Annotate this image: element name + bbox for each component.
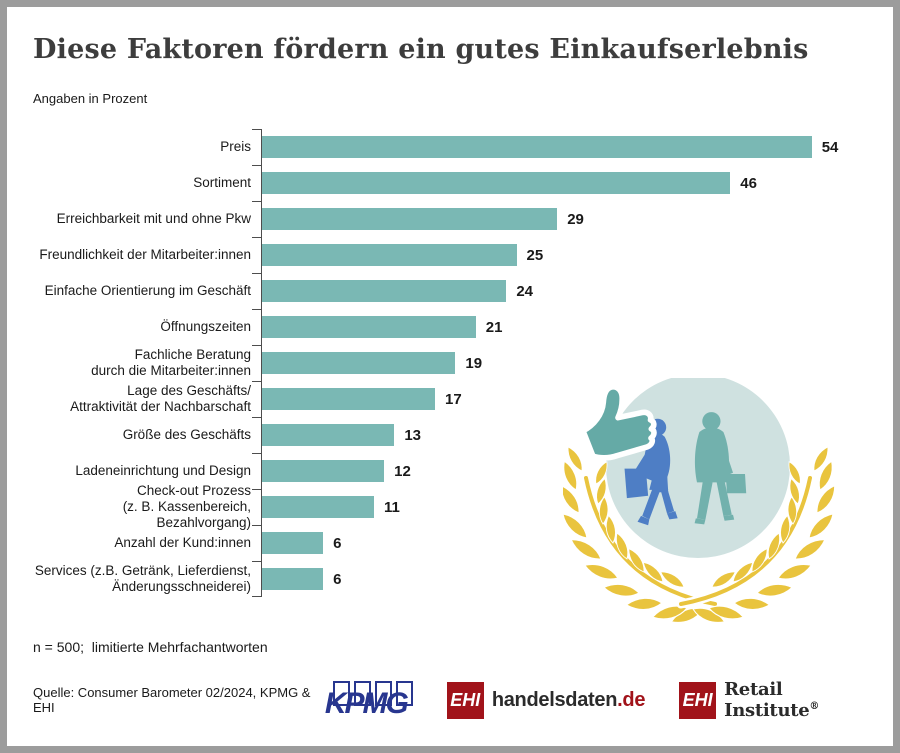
category-label: Freundlichkeit der Mitarbeiter:innen [39,247,251,262]
logos: KPMG EHI handelsdaten.de EHI Retail Inst… [325,679,867,721]
chart-row: Check-out Prozess (z. B. Kassenbereich, … [33,483,878,530]
bar-track: 46 [261,165,878,201]
ehi-retail-name: Retail Institute [724,679,810,721]
bar-track: 6 [261,525,878,561]
source-note: Quelle: Consumer Barometer 02/2024, KPMG… [33,685,311,715]
chart-row: Sortiment 46 [33,164,878,201]
chart-row: Freundlichkeit der Mitarbeiter:innen 25 [33,236,878,273]
bar-track: 25 [261,237,878,273]
chart-row: Ladeneinrichtung und Design 12 [33,452,878,489]
chart-row: Einfache Orientierung im Geschäft 24 [33,272,878,309]
bar [262,352,456,374]
value-label: 17 [445,390,462,408]
chart-row: Anzahl der Kund:innen 6 [33,524,878,561]
ehi-box-icon: EHI [446,681,484,719]
category-label: Lage des Geschäfts/ Attraktivität der Na… [70,383,251,414]
bar-track: 13 [261,417,878,453]
bar-track: 17 [261,381,878,417]
category-label: Check-out Prozess (z. B. Kassenbereich, … [122,483,251,530]
value-label: 6 [333,534,342,552]
ehi-handelsdaten-name: handelsdaten [491,688,618,711]
registered-mark: ® [809,701,820,712]
chart-row: Erreichbarkeit mit und ohne Pkw 29 [33,200,878,237]
chart-row: Größe des Geschäfts 13 [33,416,878,453]
bar-track: 21 [261,309,878,345]
bar [262,280,507,302]
chart-row: Services (z.B. Getränk, Lieferdienst, Än… [33,560,878,597]
chart-rows: Preis 54 Sortiment 46 Erreichbarkeit mit und… [33,128,878,597]
category-label: Sortiment [193,175,251,190]
value-label: 29 [567,210,584,228]
bar-track: 29 [261,201,878,237]
bar [262,460,385,482]
chart-row: Öffnungszeiten 21 [33,308,878,345]
bar [262,244,517,266]
category-label: Erreichbarkeit mit und ohne Pkw [56,211,251,226]
category-label: Anzahl der Kund:innen [114,535,251,550]
category-label: Preis [220,139,251,154]
value-label: 21 [485,318,503,336]
kpmg-logo: KPMG [325,681,413,719]
value-label: 11 [383,498,400,516]
category-label: Services (z.B. Getränk, Lieferdienst, Än… [34,563,251,594]
kpmg-wordmark: KPMG [324,687,409,720]
value-label: 6 [333,570,342,588]
bar [262,172,731,194]
chart-subtitle: Angaben in Prozent [33,91,148,106]
value-label: 24 [516,282,533,300]
ehi-handelsdaten-logo: EHI handelsdaten.de [446,681,646,719]
bar-chart: Preis 54 Sortiment 46 Erreichbarkeit mit und… [33,128,878,597]
page-title: Diese Faktoren fördern ein gutes Einkauf… [33,34,809,65]
bar-track: 54 [261,129,878,165]
footer: Quelle: Consumer Barometer 02/2024, KPMG… [33,679,867,721]
chart-row: Preis 54 [33,128,878,165]
value-label: 46 [740,174,757,192]
bar [262,208,558,230]
bar-track: 24 [261,273,878,309]
bar [262,532,324,554]
chart-row: Fachliche Beratung durch die Mitarbeiter… [33,344,878,381]
bar-track: 12 [261,453,878,489]
category-label: Größe des Geschäfts [122,427,251,442]
ehi-handelsdaten-tld: .de [617,688,646,711]
value-label: 19 [465,354,483,372]
ehi-retail-institute-logo: EHI Retail Institute® [679,679,867,721]
value-label: 12 [394,462,411,480]
ehi-box-icon: EHI [679,681,717,719]
bar [262,424,395,446]
category-label: Öffnungszeiten [160,319,251,334]
category-label: Ladeneinrichtung und Design [75,463,251,478]
bar-track: 19 [261,345,878,381]
category-label: Fachliche Beratung durch die Mitarbeiter… [91,347,251,378]
bar [262,136,812,158]
value-label: 54 [821,138,839,156]
value-label: 25 [526,246,544,264]
sample-note: n = 500; limitierte Mehrfachantworten [33,639,268,655]
ehi-retail-wordmark: Retail Institute® [724,679,867,721]
ehi-handelsdaten-wordmark: handelsdaten.de [491,688,646,712]
chart-row: Lage des Geschäfts/ Attraktivität der Na… [33,380,878,417]
bar [262,388,436,410]
bar [262,316,476,338]
bar [262,496,374,518]
bar [262,568,324,590]
bar-track: 6 [261,561,878,597]
category-label: Einfache Orientierung im Geschäft [44,283,251,298]
value-label: 13 [404,426,422,444]
kpmg-squares-icon [332,681,413,706]
bar-track: 11 [261,489,878,525]
